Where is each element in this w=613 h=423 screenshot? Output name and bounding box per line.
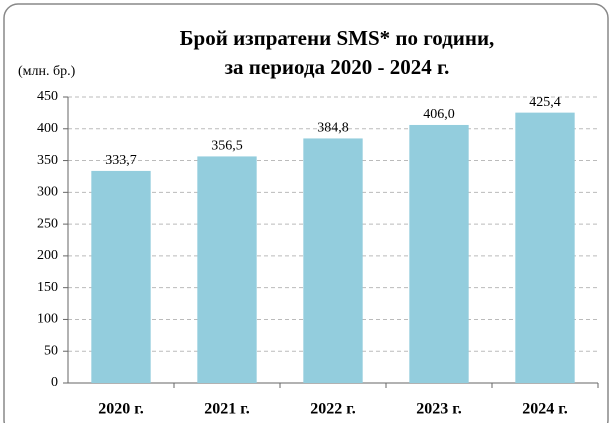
x-tick-label: 2021 г. [204, 401, 249, 418]
y-tick-label: 50 [44, 343, 58, 358]
value-label: 356,5 [211, 139, 243, 154]
y-tick-label: 450 [37, 89, 58, 104]
y-tick-label: 350 [37, 153, 58, 168]
value-label: 384,8 [317, 121, 349, 136]
y-tick-label: 150 [37, 280, 58, 295]
bar [91, 170, 151, 383]
value-label: 425,4 [529, 95, 561, 110]
y-tick-label: 250 [37, 216, 58, 231]
y-tick-label: 200 [37, 248, 58, 263]
y-axis-label: (млн. бр.) [18, 64, 76, 79]
x-tick-label: 2024 г. [522, 401, 567, 418]
y-tick-label: 0 [51, 375, 58, 390]
x-tick-label: 2023 г. [416, 401, 461, 418]
y-tick-label: 300 [37, 185, 58, 200]
chart-title: за периода 2020 - 2024 г. [225, 55, 450, 79]
x-tick-label: 2020 г. [98, 401, 143, 418]
chart-title: Брой изпратени SMS* по години, [180, 26, 495, 50]
bar [515, 112, 575, 383]
value-label: 333,7 [105, 153, 137, 168]
bar [197, 156, 257, 383]
x-tick-label: 2022 г. [310, 401, 355, 418]
bar [409, 124, 469, 383]
y-tick-label: 100 [37, 312, 58, 327]
y-tick-label: 400 [37, 121, 58, 136]
value-label: 406,0 [423, 107, 455, 122]
bar [303, 138, 363, 383]
